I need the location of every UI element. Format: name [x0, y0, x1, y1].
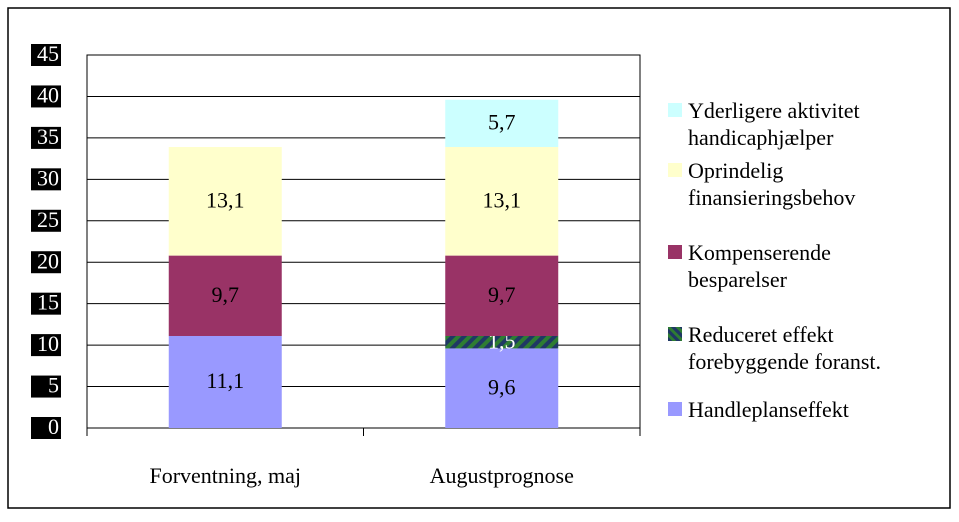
legend-label: Handleplanseffekt: [688, 397, 849, 422]
y-tick-label-bg: [31, 85, 61, 108]
legend-swatch: [668, 245, 682, 259]
bar-segment: [168, 255, 282, 336]
bar-segment: [445, 147, 559, 256]
data-label: 13,1: [483, 187, 522, 212]
y-tick-label: 5: [48, 373, 59, 398]
bar-segment: [168, 335, 282, 428]
y-tick-label-bg: [31, 209, 61, 232]
bar-segment: [445, 255, 559, 336]
x-tick-label: Forventning, maj: [149, 463, 301, 488]
legend-label: Reduceret effekt forebyggende foranst.: [688, 322, 882, 374]
legend-label: Oprindelig finansieringsbehov: [688, 158, 856, 210]
bar-segment: [445, 335, 559, 349]
y-tick-label: 10: [37, 331, 59, 356]
y-tick-label: 25: [37, 207, 59, 232]
legend-swatch: [668, 402, 682, 416]
y-tick-label: 30: [37, 165, 59, 190]
y-tick-label-bg: [31, 375, 61, 398]
y-tick-label-bg: [31, 168, 61, 191]
legend-entry: Kompenserende besparelser: [668, 239, 958, 293]
y-tick-label-bg: [31, 334, 61, 357]
data-label: 9,7: [488, 282, 516, 307]
y-tick-label: 45: [37, 41, 59, 66]
y-tick-label: 35: [37, 124, 59, 149]
legend-label: Yderligere aktivitet handicaphjælper: [688, 98, 860, 150]
legend-entry: Oprindelig finansieringsbehov: [668, 157, 958, 211]
legend-label: Kompenserende besparelser: [688, 240, 831, 292]
y-tick-label-bg: [31, 44, 61, 66]
frame: [7, 7, 951, 509]
bar-segment: [168, 147, 282, 256]
y-tick-label-bg: [31, 126, 61, 149]
y-tick-label-bg: [31, 292, 61, 315]
data-label: 5,7: [488, 109, 516, 134]
data-label: 9,6: [488, 374, 516, 399]
legend-entry: Reduceret effekt forebyggende foranst.: [668, 321, 958, 375]
data-label: 9,7: [212, 282, 240, 307]
y-tick-label-bg: [31, 251, 61, 274]
y-tick-label: 40: [37, 82, 59, 107]
y-tick-label: 15: [37, 290, 59, 315]
y-tick-label: 0: [48, 414, 59, 439]
data-label: 11,1: [206, 368, 244, 393]
legend-entry: Handleplanseffekt: [668, 396, 958, 423]
y-tick-label: 20: [37, 248, 59, 273]
bar-segment: [445, 348, 559, 428]
bar-segment: [445, 99, 559, 148]
data-label: 13,1: [206, 187, 245, 212]
legend-swatch: [668, 327, 682, 341]
x-tick-label: Augustprognose: [430, 463, 574, 488]
y-tick-label-bg: [31, 417, 61, 439]
legend-swatch: [668, 163, 682, 177]
legend-entry: Yderligere aktivitet handicaphjælper: [668, 97, 958, 151]
legend-swatch: [668, 103, 682, 117]
